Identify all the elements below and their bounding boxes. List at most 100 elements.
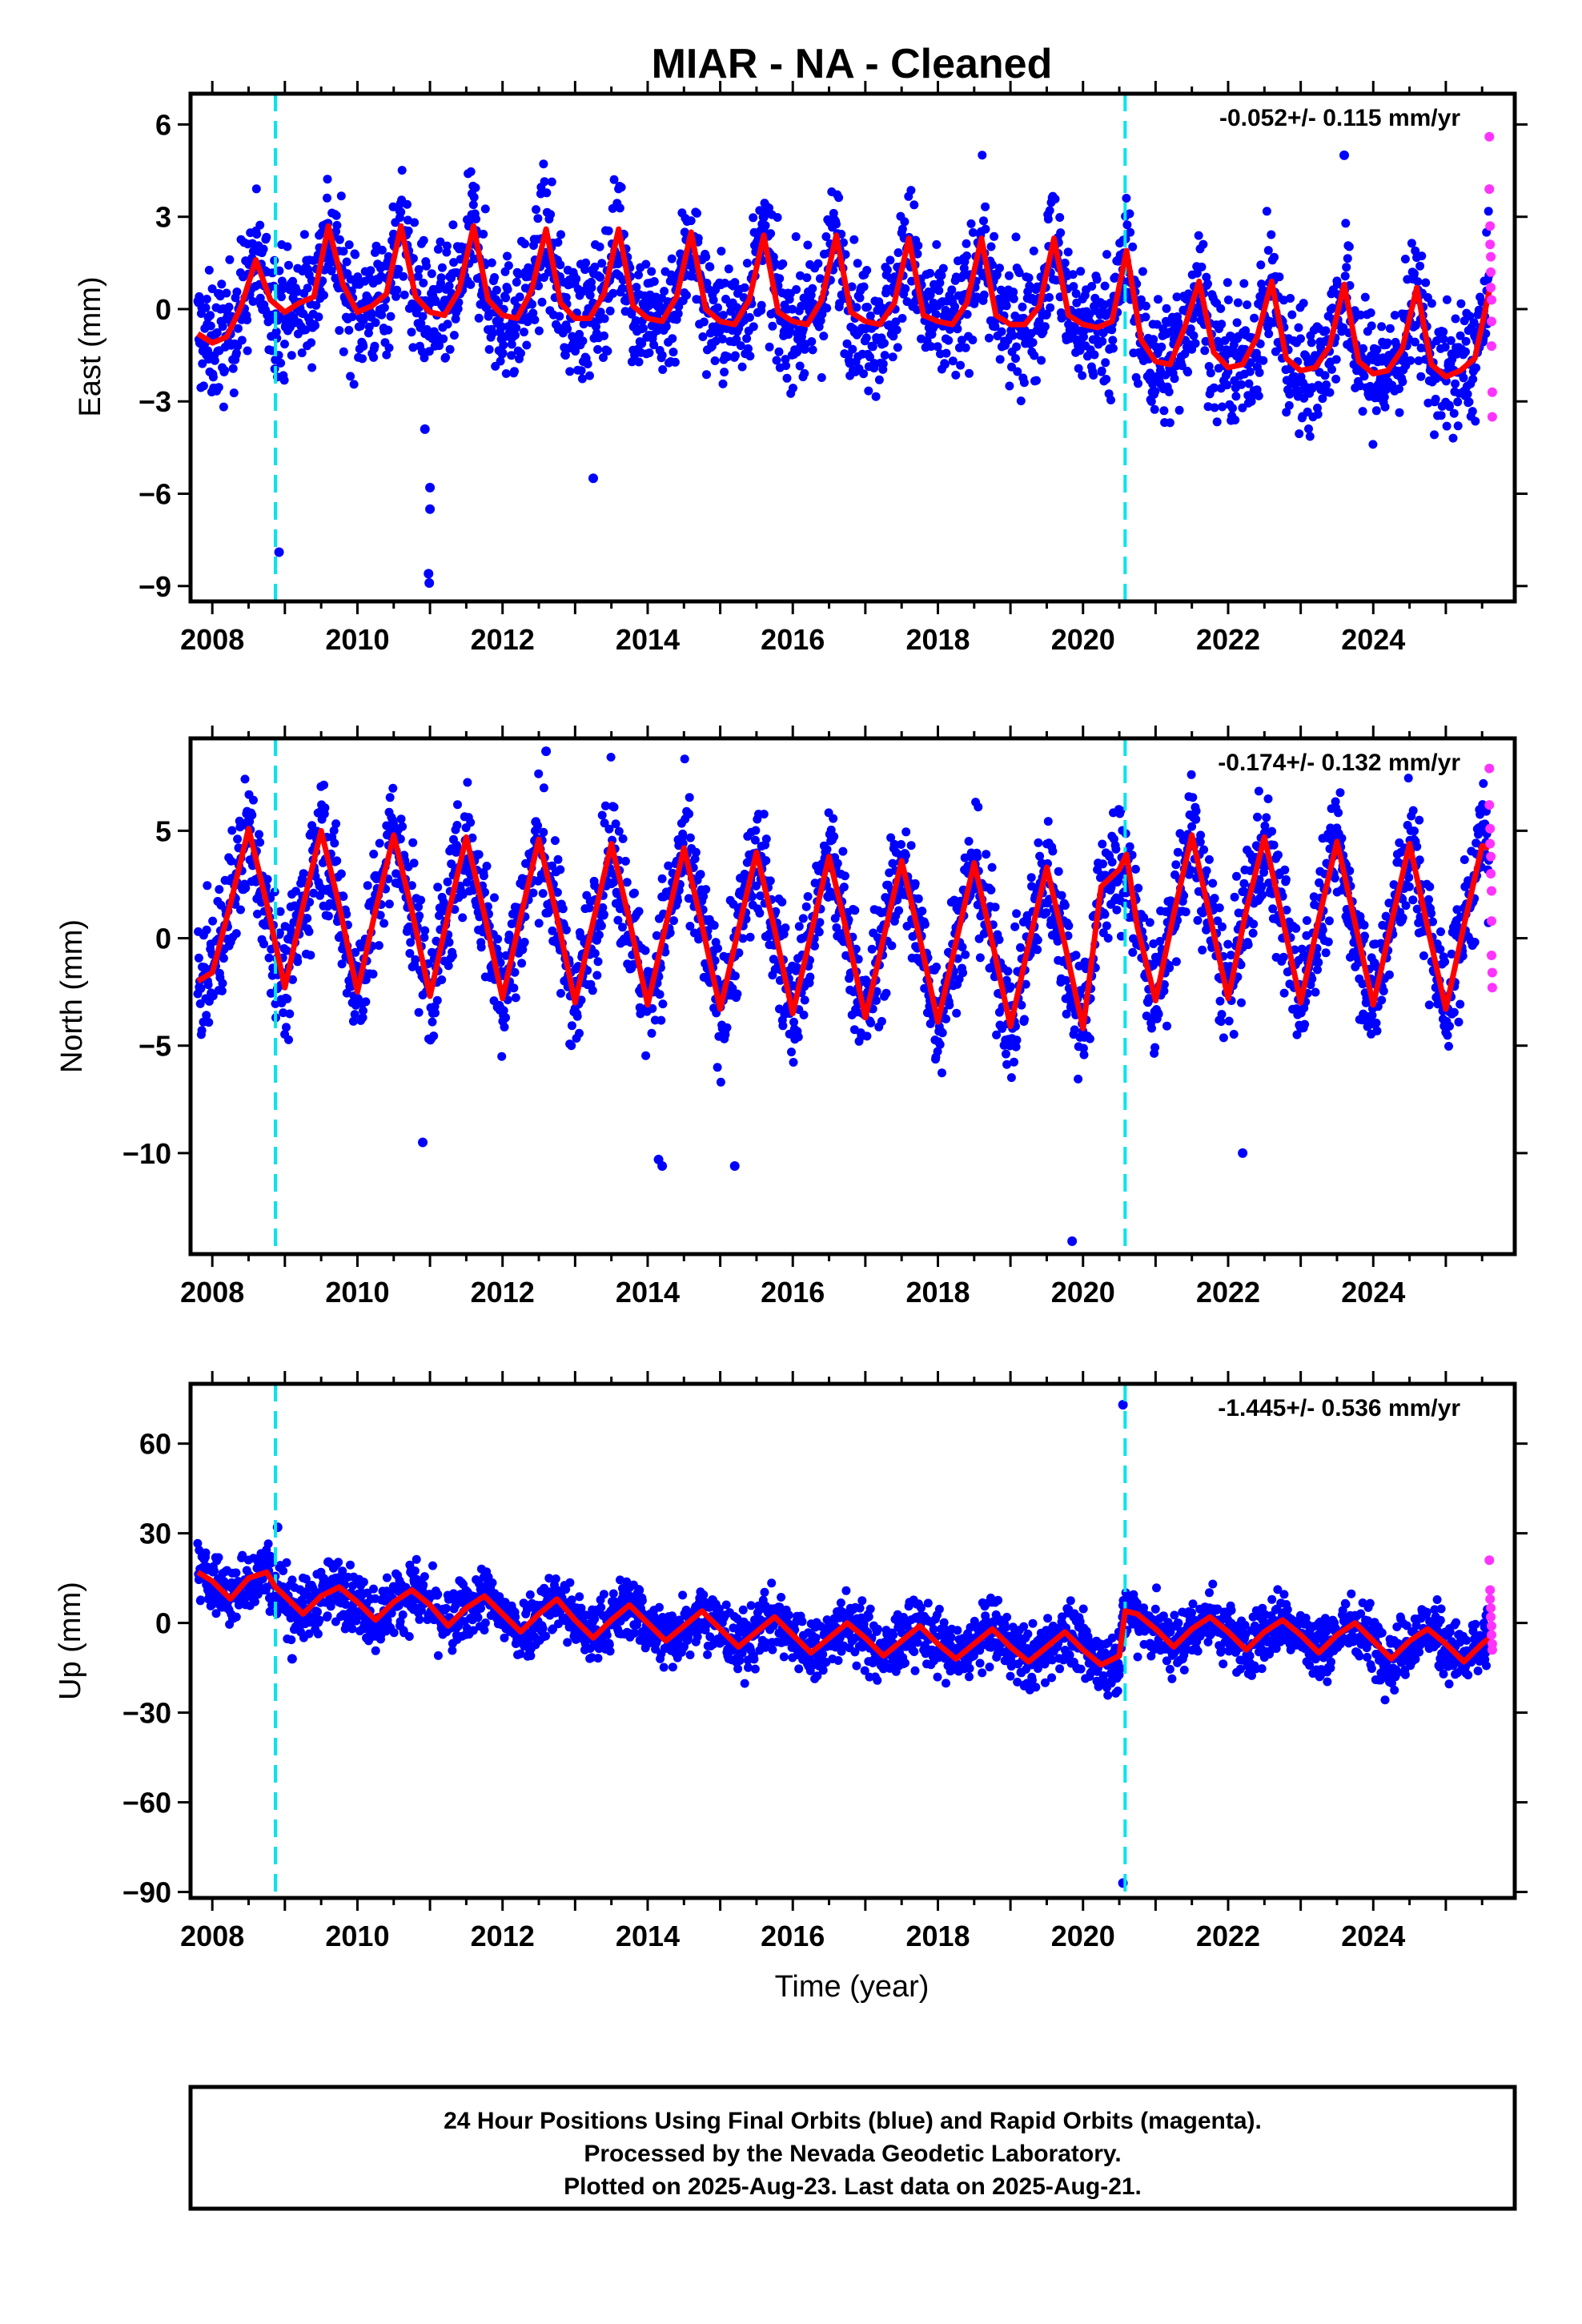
final-orbit-point <box>1469 318 1479 328</box>
final-orbit-point <box>323 175 332 184</box>
final-orbit-point <box>204 1018 214 1027</box>
final-orbit-point <box>419 235 428 245</box>
final-orbit-point <box>448 951 457 960</box>
final-orbit-point <box>594 931 604 939</box>
final-orbit-point <box>755 908 765 918</box>
final-orbit-point <box>1484 207 1493 216</box>
final-orbit-point <box>231 929 241 939</box>
final-orbit-point <box>765 203 773 213</box>
final-orbit-point <box>1013 367 1022 376</box>
final-orbit-point <box>1414 356 1423 365</box>
final-orbit-point <box>849 235 859 244</box>
final-orbit-point <box>482 862 492 870</box>
final-orbit-point <box>501 369 511 378</box>
final-orbit-point <box>1255 368 1264 377</box>
final-orbit-point <box>1231 392 1241 401</box>
final-orbit-point <box>336 869 346 879</box>
final-orbit-point <box>887 941 897 951</box>
final-orbit-point <box>1243 300 1252 310</box>
final-orbit-point <box>913 894 923 903</box>
final-orbit-point <box>685 922 695 931</box>
final-orbit-point <box>1202 272 1211 282</box>
final-orbit-point <box>1150 387 1160 396</box>
final-orbit-point <box>314 312 323 322</box>
final-orbit-point <box>1018 302 1027 312</box>
final-orbit-point <box>718 379 728 388</box>
final-orbit-point <box>685 809 694 818</box>
final-orbit-point <box>944 336 954 345</box>
final-orbit-point <box>673 309 683 319</box>
rapid-orbit-point <box>1487 387 1497 397</box>
final-orbit-point <box>1010 1057 1018 1067</box>
final-orbit-point <box>901 827 911 837</box>
final-orbit-point <box>411 955 420 964</box>
final-orbit-point <box>1191 814 1201 824</box>
final-orbit-point <box>396 814 406 824</box>
final-orbit-point <box>813 259 823 268</box>
final-orbit-point <box>909 200 919 210</box>
final-orbit-point <box>420 353 429 363</box>
final-orbit-point <box>472 215 481 223</box>
final-orbit-point <box>1232 871 1241 881</box>
final-orbit-point <box>882 284 891 294</box>
final-orbit-point <box>306 951 315 960</box>
final-orbit-point <box>693 208 701 218</box>
final-orbit-point <box>872 995 881 1005</box>
final-orbit-point <box>749 213 758 223</box>
final-orbit-point <box>1068 329 1077 339</box>
final-orbit-point <box>394 264 404 274</box>
final-orbit-point <box>1097 366 1106 376</box>
final-orbit-point <box>369 352 379 362</box>
final-orbit-point <box>1219 1033 1228 1043</box>
final-orbit-point <box>871 392 881 401</box>
final-orbit-point <box>346 275 355 284</box>
final-orbit-point <box>920 919 930 929</box>
final-orbit-point <box>822 845 832 854</box>
final-orbit-point <box>1371 406 1381 416</box>
final-orbit-point <box>219 954 228 963</box>
final-orbit-point <box>520 328 528 337</box>
final-orbit-point <box>1307 974 1317 983</box>
final-orbit-point <box>1106 396 1115 404</box>
final-orbit-point <box>1043 215 1053 224</box>
final-orbit-point <box>542 188 552 198</box>
final-orbit-point <box>906 841 916 850</box>
final-orbit-point <box>938 263 948 273</box>
final-orbit-point <box>1012 1035 1022 1045</box>
final-orbit-point <box>563 324 572 334</box>
final-orbit-point <box>1410 337 1419 347</box>
final-orbit-point <box>1005 381 1014 391</box>
final-orbit-point <box>567 1021 576 1031</box>
east-panel: East (mm) -0.052+/- 0.115 mm/yr 2008 2010… <box>74 81 1528 656</box>
final-orbit-point <box>259 939 268 949</box>
final-orbit-point <box>520 938 529 947</box>
final-orbit-point <box>494 951 504 960</box>
final-orbit-point <box>632 283 641 292</box>
final-orbit-point <box>292 287 302 296</box>
final-orbit-point <box>466 167 476 176</box>
final-orbit-point <box>435 341 444 351</box>
final-orbit-point <box>649 340 659 350</box>
final-orbit-point <box>1196 830 1206 840</box>
final-orbit-point <box>503 284 512 294</box>
final-orbit-point <box>1417 251 1427 261</box>
final-orbit-point <box>897 224 907 234</box>
final-orbit-point <box>1304 424 1313 433</box>
final-orbit-point <box>227 856 236 866</box>
final-orbit-point <box>617 283 627 293</box>
final-orbit-point <box>1002 975 1011 985</box>
final-orbit-point <box>361 997 371 1007</box>
final-orbit-point <box>1102 921 1111 931</box>
final-orbit-point <box>463 878 472 887</box>
final-orbit-outlier <box>1339 150 1350 160</box>
final-orbit-point <box>368 969 378 979</box>
final-orbit-point <box>1037 356 1046 365</box>
final-orbit-point <box>1056 228 1066 238</box>
final-orbit-point <box>647 267 656 276</box>
rapid-orbit-point <box>1485 221 1496 231</box>
final-orbit-point <box>616 183 626 192</box>
final-orbit-point <box>575 1028 584 1038</box>
final-orbit-point <box>463 778 472 787</box>
final-orbit-point <box>807 337 817 346</box>
